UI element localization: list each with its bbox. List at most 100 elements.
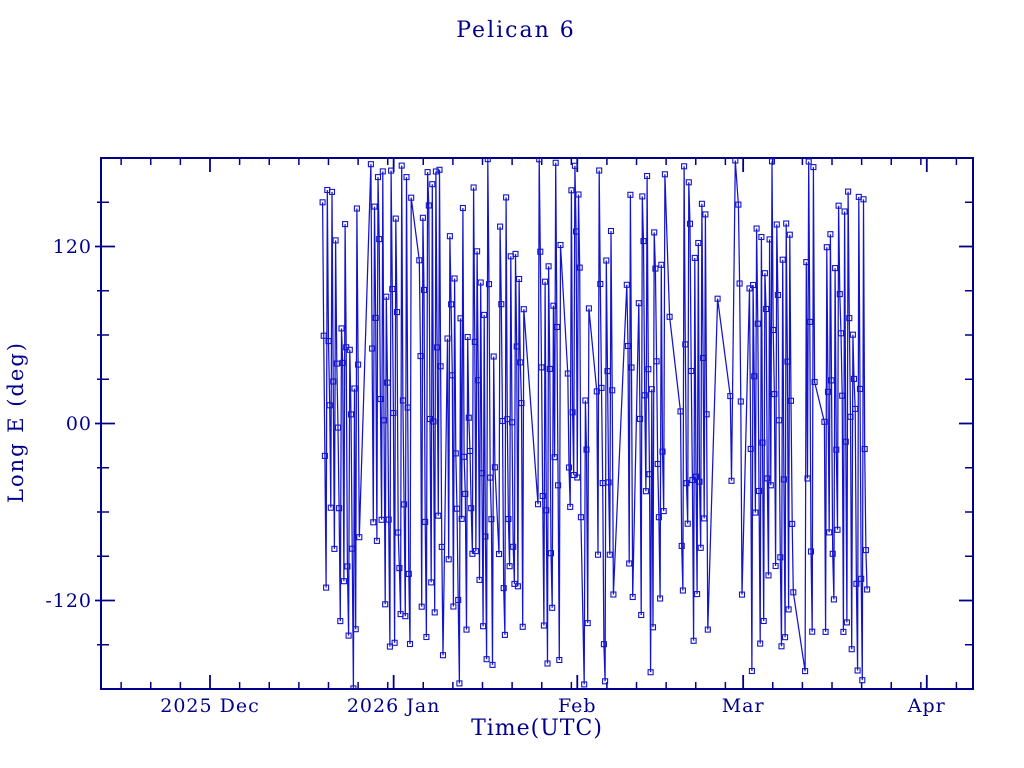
- data-marker: [553, 323, 560, 331]
- data-marker: [597, 280, 604, 288]
- data-marker: [628, 364, 635, 371]
- data-marker: [787, 397, 795, 404]
- data-marker: [760, 617, 767, 625]
- data-marker: [772, 562, 779, 570]
- data-marker: [679, 587, 686, 594]
- data-marker: [790, 589, 797, 596]
- data-marker: [629, 593, 636, 601]
- x-tick-label: Feb: [558, 695, 597, 717]
- data-marker: [378, 516, 385, 523]
- data-marker: [403, 174, 410, 181]
- data-marker: [642, 488, 649, 495]
- data-marker: [737, 398, 744, 405]
- data-marker: [380, 417, 388, 424]
- data-marker: [503, 194, 510, 201]
- data-marker: [379, 168, 386, 175]
- data-marker: [448, 301, 455, 308]
- data-marker: [423, 633, 430, 641]
- data-marker: [827, 231, 834, 238]
- data-marker: [789, 520, 796, 527]
- data-marker: [661, 171, 668, 178]
- data-marker: [641, 392, 648, 399]
- data-marker: [585, 305, 592, 312]
- data-marker: [574, 474, 581, 481]
- data-marker: [750, 281, 757, 289]
- data-marker: [654, 460, 661, 468]
- data-marker: [422, 518, 429, 525]
- data-marker: [321, 452, 328, 459]
- data-marker: [555, 482, 562, 489]
- data-marker: [746, 285, 753, 292]
- data-marker: [648, 386, 655, 393]
- data-marker: [786, 231, 793, 238]
- data-marker: [482, 533, 489, 540]
- data-marker: [349, 545, 356, 552]
- data-marker: [809, 628, 816, 635]
- data-marker: [689, 476, 696, 484]
- data-marker: [320, 332, 327, 339]
- data-marker: [839, 392, 846, 399]
- data-marker: [657, 595, 664, 602]
- data-marker: [864, 586, 871, 593]
- data-marker: [456, 680, 463, 687]
- data-marker: [599, 480, 606, 487]
- data-marker: [331, 545, 338, 552]
- data-marker: [481, 311, 488, 318]
- data-marker: [695, 239, 702, 247]
- data-marker: [845, 188, 852, 195]
- data-marker: [377, 395, 384, 403]
- y-tick-label: 120: [53, 236, 92, 258]
- data-marker: [338, 325, 345, 332]
- data-marker: [514, 583, 521, 590]
- data-marker: [686, 220, 694, 227]
- data-marker: [852, 405, 859, 412]
- data-marker: [416, 257, 423, 264]
- data-marker: [382, 601, 389, 608]
- data-marker: [655, 514, 662, 521]
- data-marker: [396, 565, 403, 572]
- data-marker: [834, 526, 841, 533]
- data-marker: [369, 345, 376, 352]
- y-ticks: 120 00 -120: [45, 201, 973, 646]
- data-marker: [542, 278, 549, 285]
- data-marker: [420, 286, 428, 293]
- data-marker: [356, 534, 363, 541]
- data-marker: [804, 475, 811, 482]
- data-marker: [351, 385, 358, 392]
- data-marker: [445, 556, 452, 563]
- data-marker: [573, 228, 580, 235]
- data-marker: [850, 375, 858, 382]
- x-tick-label: 2025 Dec: [160, 695, 260, 717]
- data-marker: [660, 508, 667, 515]
- data-marker: [418, 603, 425, 610]
- data-marker: [826, 529, 833, 536]
- data-marker: [638, 611, 645, 619]
- data-marker: [837, 330, 845, 337]
- data-marker: [636, 415, 644, 422]
- data-marker: [766, 236, 773, 243]
- data-marker: [453, 505, 461, 512]
- data-marker: [476, 576, 483, 583]
- data-marker: [345, 632, 352, 639]
- data-marker: [757, 640, 764, 647]
- x-tick-label: Apr: [907, 695, 946, 717]
- data-marker: [658, 261, 665, 268]
- data-marker: [537, 248, 544, 255]
- data-marker: [853, 580, 860, 587]
- data-marker: [783, 220, 790, 227]
- data-marker: [652, 265, 659, 272]
- data-marker: [832, 265, 839, 272]
- data-marker: [384, 379, 391, 386]
- data-marker: [327, 504, 334, 511]
- data-marker: [610, 591, 617, 598]
- data-marker: [551, 454, 558, 461]
- data-marker: [703, 411, 710, 418]
- data-marker: [463, 626, 470, 633]
- data-marker: [391, 639, 398, 646]
- data-marker: [714, 295, 721, 302]
- data-marker: [471, 338, 478, 345]
- data-marker: [319, 199, 326, 206]
- data-marker: [498, 301, 505, 308]
